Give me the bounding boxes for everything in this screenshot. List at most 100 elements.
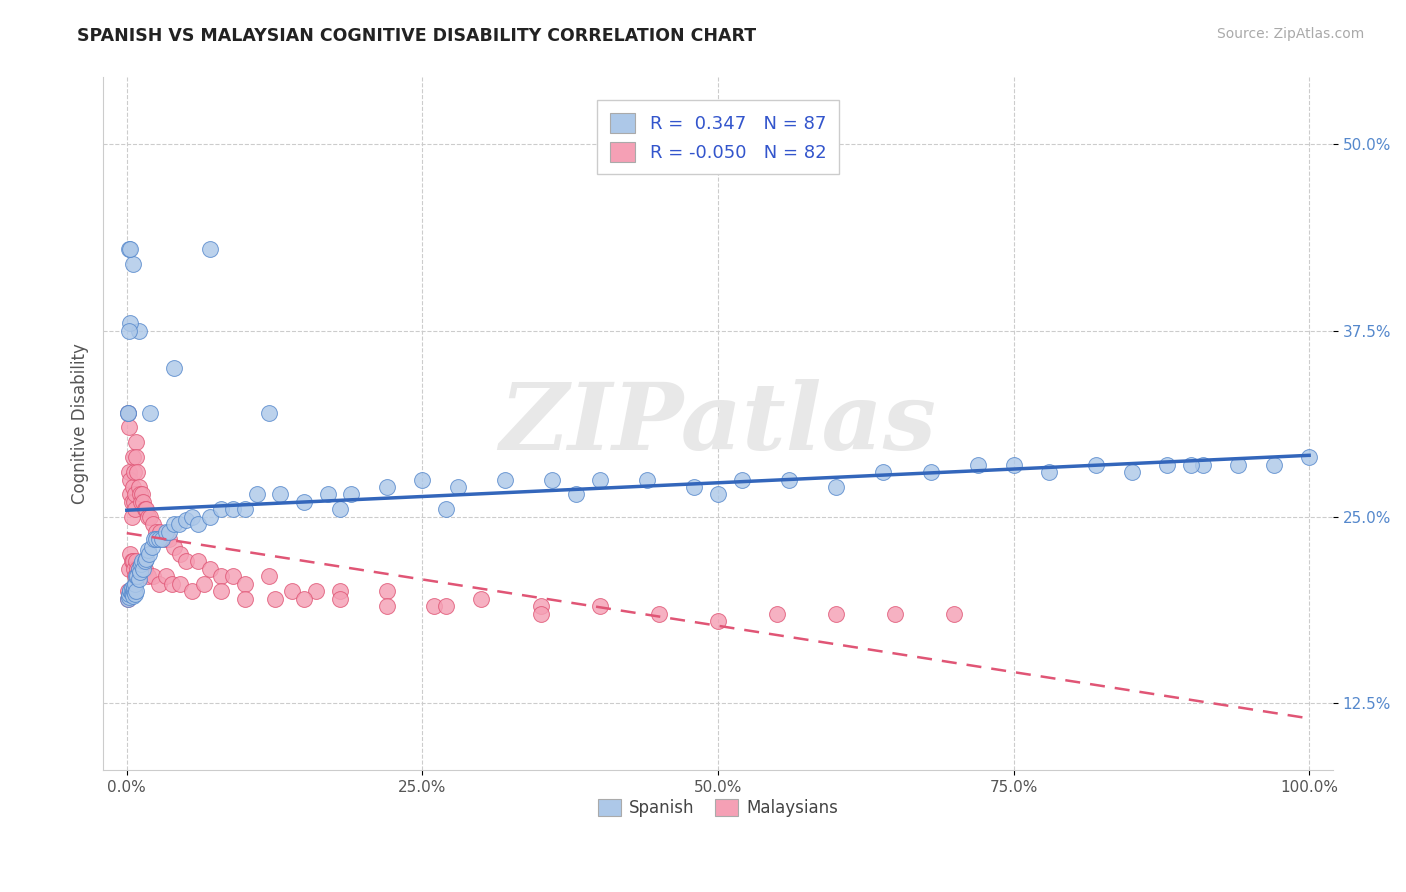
Point: [305, 584, 328, 599]
Point: [131, 487, 153, 501]
Point: [222, 502, 245, 516]
Point: [589, 599, 612, 614]
Point: [125, 450, 148, 465]
Point: [117, 591, 139, 606]
Point: [920, 465, 942, 479]
Point: [157, 532, 180, 546]
Point: [209, 569, 232, 583]
Point: [125, 569, 148, 583]
Point: [263, 591, 285, 606]
Point: [128, 562, 150, 576]
Point: [142, 569, 165, 583]
Point: [1085, 458, 1108, 472]
Point: [163, 540, 186, 554]
Point: [157, 524, 180, 539]
Point: [872, 465, 894, 479]
Point: [269, 487, 291, 501]
Point: [233, 502, 256, 516]
Point: [121, 480, 143, 494]
Point: [132, 562, 155, 576]
Point: [778, 473, 800, 487]
Point: [447, 480, 470, 494]
Point: [198, 242, 221, 256]
Point: [329, 502, 352, 516]
Point: [246, 487, 269, 501]
Point: [134, 502, 156, 516]
Point: [145, 524, 167, 539]
Point: [117, 405, 139, 419]
Point: [125, 435, 148, 450]
Point: [121, 257, 143, 271]
Point: [222, 569, 245, 583]
Point: [124, 587, 146, 601]
Point: [375, 599, 398, 614]
Point: [198, 509, 221, 524]
Text: SPANISH VS MALAYSIAN COGNITIVE DISABILITY CORRELATION CHART: SPANISH VS MALAYSIAN COGNITIVE DISABILIT…: [77, 27, 756, 45]
Point: [292, 495, 315, 509]
Point: [169, 577, 191, 591]
Point: [1180, 458, 1202, 472]
Point: [187, 554, 209, 568]
Point: [884, 607, 907, 621]
Point: [120, 242, 142, 256]
Point: [494, 473, 516, 487]
Point: [589, 473, 612, 487]
Point: [120, 487, 142, 501]
Point: [129, 562, 152, 576]
Point: [118, 587, 141, 601]
Point: [124, 487, 146, 501]
Point: [131, 554, 153, 568]
Point: [209, 584, 232, 599]
Point: [707, 487, 730, 501]
Point: [730, 473, 752, 487]
Point: [434, 502, 457, 516]
Point: [121, 589, 143, 603]
Point: [120, 584, 142, 599]
Point: [141, 540, 163, 554]
Point: [124, 502, 146, 516]
Point: [1298, 450, 1320, 465]
Point: [434, 599, 457, 614]
Point: [136, 569, 159, 583]
Point: [122, 562, 145, 576]
Point: [121, 582, 143, 596]
Point: [138, 547, 160, 561]
Point: [118, 242, 141, 256]
Point: [128, 565, 150, 579]
Point: [139, 405, 162, 419]
Point: [121, 495, 143, 509]
Point: [143, 532, 166, 546]
Point: [118, 562, 141, 576]
Point: [117, 405, 139, 419]
Point: [121, 584, 143, 599]
Point: [148, 532, 170, 546]
Point: [125, 554, 148, 568]
Point: [135, 551, 157, 566]
Point: [423, 599, 446, 614]
Point: [122, 465, 145, 479]
Point: [124, 569, 146, 583]
Point: [1156, 458, 1178, 472]
Point: [120, 473, 142, 487]
Point: [120, 316, 142, 330]
Point: [153, 532, 176, 546]
Point: [411, 473, 433, 487]
Point: [529, 599, 551, 614]
Point: [1002, 458, 1025, 472]
Point: [375, 480, 398, 494]
Point: [180, 509, 202, 524]
Point: [125, 584, 148, 599]
Point: [281, 584, 304, 599]
Point: [122, 580, 145, 594]
Point: [1263, 458, 1285, 472]
Y-axis label: Cognitive Disability: Cognitive Disability: [72, 343, 89, 504]
Point: [155, 524, 177, 539]
Point: [122, 495, 145, 509]
Point: [233, 577, 256, 591]
Point: [1121, 465, 1143, 479]
Point: [117, 584, 139, 599]
Point: [121, 554, 143, 568]
Point: [145, 532, 167, 546]
Point: [148, 577, 170, 591]
Point: [120, 582, 142, 597]
